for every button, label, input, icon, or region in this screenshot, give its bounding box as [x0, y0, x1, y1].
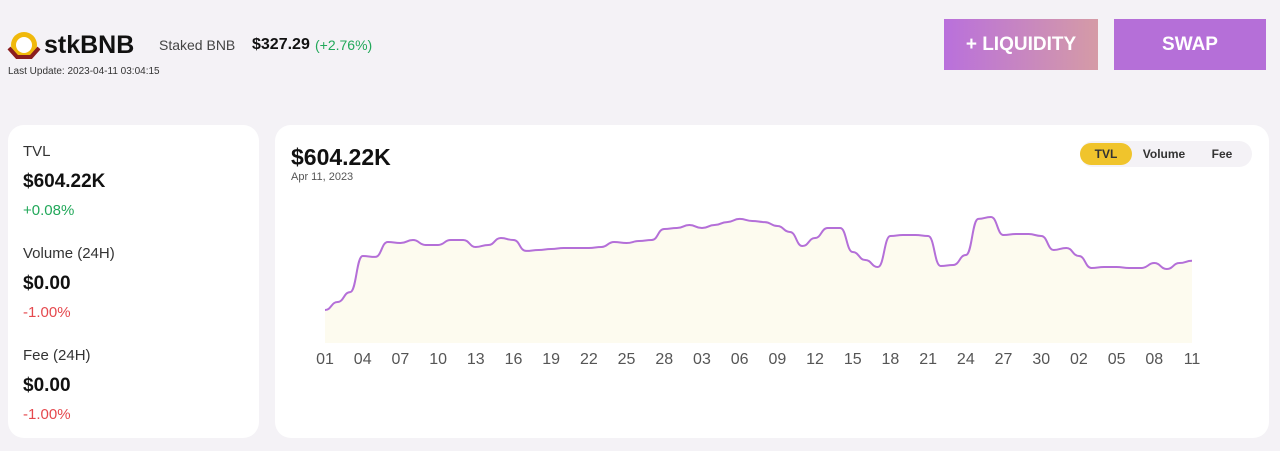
x-tick-label: 15 — [844, 351, 862, 368]
stat-value: $0.00 — [23, 375, 71, 396]
price-change: (+2.76%) — [315, 37, 373, 53]
tab[interactable]: Volume — [1142, 147, 1186, 161]
x-tick-label: 07 — [391, 351, 409, 368]
stat-value: $604.22K — [23, 171, 106, 192]
x-tick-label: 24 — [957, 351, 975, 368]
x-tick-label: 28 — [655, 351, 673, 368]
tab[interactable]: TVL — [1080, 143, 1132, 165]
liquidity-button[interactable]: + LIQUIDITY — [944, 19, 1098, 70]
x-tick-label: 11 — [1184, 351, 1201, 368]
x-tick-label: 02 — [1070, 351, 1088, 368]
chart-date: Apr 11, 2023 — [291, 171, 354, 183]
asset-name: Staked BNB — [159, 37, 236, 53]
x-tick-label: 05 — [1108, 351, 1126, 368]
x-tick-label: 09 — [768, 351, 786, 368]
swap-button[interactable]: SWAP — [1114, 19, 1266, 70]
symbol: stkBNB — [44, 31, 135, 59]
x-tick-label: 30 — [1032, 351, 1050, 368]
line — [324, 216, 1193, 312]
stat-change: -1.00% — [23, 304, 71, 321]
x-tick-label: 12 — [806, 351, 824, 368]
x-tick-label: 08 — [1145, 351, 1163, 368]
x-tick-label: 03 — [693, 351, 711, 368]
stats-card: TVL $604.22K +0.08% Volume (24H) $0.00 -… — [8, 125, 259, 438]
x-tick-label: 21 — [919, 351, 937, 368]
x-tick-label: 25 — [618, 351, 636, 368]
x-tick-label: 16 — [505, 351, 523, 368]
stat-label: Volume (24H) — [23, 245, 115, 262]
area — [325, 217, 1192, 343]
chart: 01 04 07 10 13 16 19 22 25 28 03 06 09 12 15 18 21 24 27 30… — [316, 216, 1201, 368]
stat-change: +0.08% — [23, 202, 75, 219]
x-tick-label: 19 — [542, 351, 560, 368]
x-tick-label: 01 — [316, 351, 334, 368]
chart-card: $604.22K Apr 11, 2023 TVL Volume Fee 01 0… — [275, 125, 1269, 438]
x-tick-label: 06 — [731, 351, 749, 368]
x-tick-label: 04 — [354, 351, 372, 368]
stat-value: $0.00 — [23, 273, 71, 294]
logo — [7, 32, 41, 59]
x-tick-label: 27 — [995, 351, 1013, 368]
price: $327.29 — [252, 36, 310, 53]
x-tick-label: 13 — [467, 351, 485, 368]
stat-change: -1.00% — [23, 406, 71, 423]
stat-label: TVL — [23, 143, 51, 160]
x-tick-label: 22 — [580, 351, 598, 368]
stat-label: Fee (24H) — [23, 347, 91, 364]
x-tick-label: 18 — [882, 351, 900, 368]
last-update: Last Update: 2023-04-11 03:04:15 — [8, 66, 160, 77]
tab-bar: TVL Volume Fee — [1080, 141, 1252, 167]
tab[interactable]: Fee — [1211, 147, 1233, 161]
x-tick-label: 10 — [429, 351, 447, 368]
chart-value: $604.22K — [291, 144, 391, 170]
